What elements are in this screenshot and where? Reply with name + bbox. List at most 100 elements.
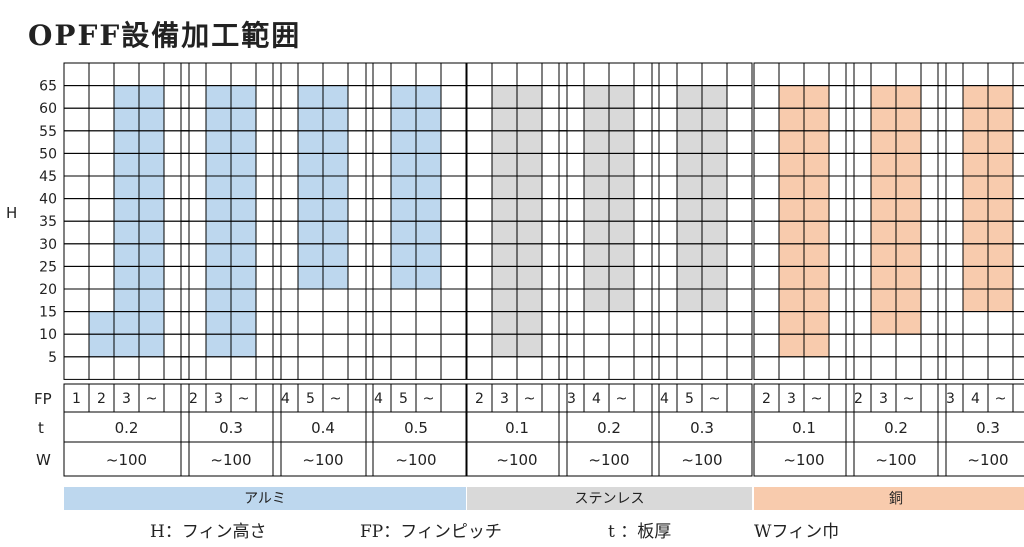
grid-cell [753,198,780,222]
grid-cell [937,220,964,245]
grid-cell [322,333,349,358]
grid-cell [541,265,568,290]
grid-cell [466,265,493,290]
width-value: ~100 [967,451,1008,469]
h-axis-label: H [6,204,17,222]
w-cell [63,441,190,477]
w-cell [180,441,282,477]
grid-cell [726,175,753,200]
grid-cell [88,152,115,177]
grid-cell [180,152,207,177]
grid-cell [583,356,610,380]
grid-cell [726,85,753,109]
grid-cell [138,62,165,87]
grid-cell [541,243,568,267]
width-value: ~100 [783,451,824,469]
grid-cell [753,288,780,313]
grid-cell [651,243,678,267]
grid-cell [255,198,282,222]
grid-cell [558,107,585,132]
grid-cell [558,220,585,245]
grid-cell [180,85,207,109]
row-label-50: 50 [39,146,57,162]
fp-cell [828,383,855,413]
grid-cell [440,152,467,177]
material-label-copper: 銅 [889,491,903,507]
grid-cell [726,130,753,154]
grid-cell [1012,198,1024,222]
grid-cell [415,311,442,335]
grid-cell [701,311,728,335]
fp-value: 3 [787,391,796,407]
grid-cell [633,107,660,132]
grid-cell [845,130,872,154]
grid-cell [937,311,964,335]
grid-cell [962,62,989,87]
grid-cell [987,311,1014,335]
thickness-value: 0.2 [115,419,139,437]
grid-cell [180,356,207,380]
footer-fp: FP：フィンピッチ [360,522,502,542]
grid-cell [920,333,947,358]
grid-cell [828,265,855,290]
width-value: ~100 [875,451,916,469]
grid-cell [962,333,989,358]
grid-cell [113,356,140,380]
fp-value: 1 [72,391,81,407]
grid-cell [347,62,374,87]
grid-cell [558,333,585,358]
row-label-20: 20 [39,282,57,298]
grid-cell [937,198,964,222]
fp-cell [1012,383,1024,413]
grid-cell [466,288,493,313]
grid-cell [466,220,493,245]
grid-cell [63,220,90,245]
grid-cell [726,265,753,290]
grid-cell [180,243,207,267]
fp-value: 5 [306,391,315,407]
grid-cell [937,130,964,154]
range-fill-block-3-col-1 [298,85,323,289]
grid-cell [676,62,703,87]
grid-cell [63,62,90,87]
grid-cell [415,62,442,87]
grid-cell [558,265,585,290]
grid-cell [88,288,115,313]
row-label-15: 15 [39,305,57,321]
grid-cell [440,175,467,200]
grid-cell [415,288,442,313]
grid-cell [920,288,947,313]
grid-cell [365,243,392,267]
grid-cell [726,311,753,335]
grid-cell [163,85,190,109]
grid-cell [440,107,467,132]
grid-cell [255,243,282,267]
grid-cell [753,107,780,132]
grid-cell [255,152,282,177]
grid-cell [347,198,374,222]
grid-cell [88,198,115,222]
grid-cell [163,220,190,245]
grid-cell [726,243,753,267]
grid-cell [205,356,232,380]
grid-cell [651,220,678,245]
grid-cell [1012,152,1024,177]
grid-cell [920,311,947,335]
grid-cell [541,152,568,177]
grid-cell [255,311,282,335]
grid-cell [651,198,678,222]
grid-cell [180,288,207,313]
grid-cell [583,311,610,335]
grid-cell [962,356,989,380]
grid-cell [272,288,299,313]
grid-cell [753,243,780,267]
grid-cell [63,175,90,200]
w-row-label: W [36,451,51,469]
grid-cell [895,356,922,380]
fp-value: 3 [946,391,955,407]
grid-cell [63,85,90,109]
grid-cell [633,130,660,154]
range-fill-block-4-col-1 [391,85,416,289]
grid-cell [633,152,660,177]
grid-cell [676,356,703,380]
